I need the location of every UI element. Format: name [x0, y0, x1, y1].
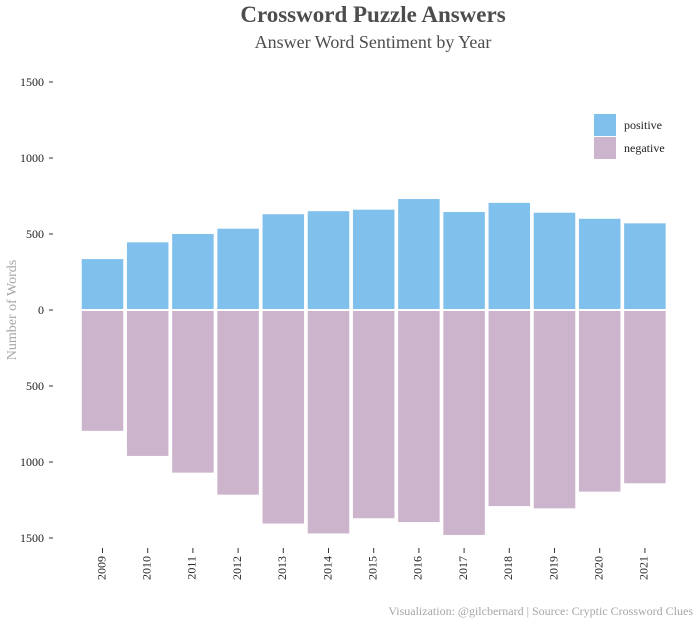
bar-negative-2009 — [81, 310, 124, 431]
x-tick-label-2020: 2020 — [591, 556, 605, 580]
bar-negative-2014 — [307, 310, 350, 534]
x-tick-label-2012: 2012 — [230, 556, 244, 580]
x-tick-label-2010: 2010 — [139, 556, 153, 580]
y-tick-label--500: 500 — [26, 379, 44, 393]
bar-negative-2021 — [624, 310, 666, 484]
chart-subtitle: Answer Word Sentiment by Year — [254, 32, 492, 52]
x-tick-label-2014: 2014 — [320, 556, 334, 580]
x-tick-label-2009: 2009 — [94, 556, 108, 580]
bar-negative-2011 — [172, 310, 214, 473]
bar-negative-2017 — [443, 310, 485, 535]
y-tick-label-1500: 1500 — [20, 75, 44, 89]
bar-negative-2016 — [398, 310, 440, 523]
x-tick-label-2021: 2021 — [637, 556, 651, 580]
chart-title: Crossword Puzzle Answers — [240, 2, 506, 27]
y-tick-label-1000: 1000 — [20, 151, 44, 165]
legend-label-negative: negative — [624, 141, 665, 155]
x-tick-label-2011: 2011 — [185, 556, 199, 580]
bar-positive-2018 — [488, 202, 531, 310]
bar-positive-2011 — [172, 234, 214, 310]
y-tick-label--1500: 1500 — [20, 531, 44, 545]
bar-positive-2016 — [398, 199, 440, 310]
bar-positive-2014 — [307, 211, 350, 310]
bar-positive-2013 — [262, 214, 305, 310]
legend-label-positive: positive — [624, 118, 662, 132]
bar-negative-2015 — [352, 310, 395, 519]
bar-negative-2018 — [488, 310, 531, 507]
legend-swatch-positive — [594, 114, 616, 136]
x-tick-label-2017: 2017 — [456, 556, 470, 580]
bar-positive-2012 — [217, 228, 259, 310]
bar-negative-2012 — [217, 310, 259, 495]
chart-caption: Visualization: @gilcbernard | Source: Cr… — [388, 604, 693, 618]
bar-negative-2013 — [262, 310, 305, 524]
legend-swatch-negative — [594, 137, 616, 159]
bar-positive-2010 — [126, 242, 169, 310]
x-tick-label-2019: 2019 — [546, 556, 560, 580]
y-tick-label--1000: 1000 — [20, 455, 44, 469]
bar-positive-2017 — [443, 211, 485, 310]
y-tick-label-0: 0 — [38, 303, 44, 317]
y-axis-title: Number of Words — [5, 260, 20, 361]
bar-positive-2020 — [578, 218, 621, 310]
bar-positive-2009 — [81, 259, 124, 310]
bar-positive-2019 — [533, 212, 576, 310]
x-tick-label-2013: 2013 — [275, 556, 289, 580]
bar-negative-2020 — [578, 310, 621, 492]
y-tick-label-500: 500 — [26, 227, 44, 241]
x-tick-label-2015: 2015 — [365, 556, 379, 580]
x-tick-label-2016: 2016 — [411, 556, 425, 580]
bar-negative-2010 — [126, 310, 169, 456]
bar-positive-2015 — [352, 209, 395, 310]
x-tick-label-2018: 2018 — [501, 556, 515, 580]
bar-positive-2021 — [624, 223, 666, 310]
bar-negative-2019 — [533, 310, 576, 509]
